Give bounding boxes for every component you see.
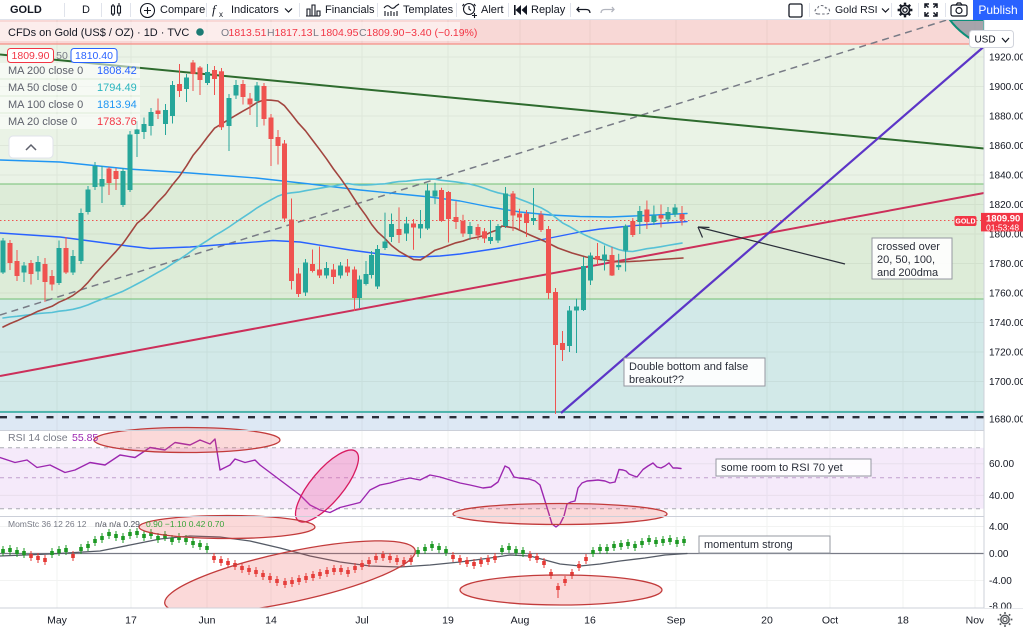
svg-text:55.85: 55.85 xyxy=(72,432,98,444)
svg-text:1808.42: 1808.42 xyxy=(97,65,137,77)
svg-text:Nov: Nov xyxy=(966,615,985,627)
svg-text:Aug: Aug xyxy=(511,615,530,627)
svg-text:50: 50 xyxy=(56,50,68,62)
svg-text:1813.51: 1813.51 xyxy=(229,27,267,39)
svg-text:1809.90: 1809.90 xyxy=(12,50,50,62)
svg-text:-4.00: -4.00 xyxy=(989,576,1012,587)
svg-text:MA 50 close 0: MA 50 close 0 xyxy=(8,82,77,94)
svg-text:H: H xyxy=(267,27,275,39)
svg-text:CFDs on Gold (US$ / OZ) · 1D ·: CFDs on Gold (US$ / OZ) · 1D · TVC xyxy=(8,27,189,39)
svg-text:−3.40 (−0.19%): −3.40 (−0.19%) xyxy=(405,27,477,39)
svg-text:GOLD: GOLD xyxy=(955,219,975,226)
svg-text:crossed over: crossed over xyxy=(877,241,940,253)
svg-text:1760.00: 1760.00 xyxy=(989,289,1023,300)
svg-text:C: C xyxy=(359,27,367,39)
svg-text:1804.95: 1804.95 xyxy=(321,27,359,39)
svg-text:O: O xyxy=(221,27,229,39)
svg-text:1840.00: 1840.00 xyxy=(989,171,1023,182)
svg-text:40.00: 40.00 xyxy=(989,491,1014,502)
svg-text:May: May xyxy=(47,615,68,627)
svg-text:19: 19 xyxy=(442,615,454,627)
svg-text:4.00: 4.00 xyxy=(989,522,1009,533)
svg-text:16: 16 xyxy=(584,615,596,627)
svg-text:1740.00: 1740.00 xyxy=(989,318,1023,329)
svg-text:1680.00: 1680.00 xyxy=(989,415,1023,426)
svg-text:1720.00: 1720.00 xyxy=(989,348,1023,359)
svg-text:L: L xyxy=(313,27,319,39)
svg-text:momentum strong: momentum strong xyxy=(704,539,793,551)
svg-text:1860.00: 1860.00 xyxy=(989,141,1023,152)
svg-text:MA 100 close 0: MA 100 close 0 xyxy=(8,99,83,111)
svg-text:1817.13: 1817.13 xyxy=(275,27,313,39)
svg-text:1820.00: 1820.00 xyxy=(989,200,1023,211)
svg-text:20, 50, 100,: 20, 50, 100, xyxy=(877,254,935,266)
svg-text:Jul: Jul xyxy=(355,615,368,627)
svg-text:1780.00: 1780.00 xyxy=(989,259,1023,270)
svg-text:60.00: 60.00 xyxy=(989,459,1014,470)
svg-text:Sep: Sep xyxy=(667,615,686,627)
svg-text:and 200dma: and 200dma xyxy=(877,267,939,279)
svg-text:1900.00: 1900.00 xyxy=(989,82,1023,93)
svg-text:1809.90: 1809.90 xyxy=(367,27,405,39)
svg-text:1813.94: 1813.94 xyxy=(97,99,137,111)
svg-text:1810.40: 1810.40 xyxy=(75,50,113,62)
svg-text:18: 18 xyxy=(897,615,909,627)
svg-text:MA 200 close 0: MA 200 close 0 xyxy=(8,65,83,77)
svg-text:1794.49: 1794.49 xyxy=(97,82,137,94)
svg-text:14: 14 xyxy=(265,615,277,627)
svg-text:1800.00: 1800.00 xyxy=(989,230,1023,241)
svg-text:Oct: Oct xyxy=(822,615,838,627)
svg-text:20: 20 xyxy=(761,615,773,627)
svg-text:f: f xyxy=(212,2,218,17)
svg-text:17: 17 xyxy=(125,615,137,627)
svg-text:0.00: 0.00 xyxy=(989,549,1009,560)
svg-text:x: x xyxy=(219,10,223,18)
svg-text:0.90 −1.10 0.42 0.70: 0.90 −1.10 0.42 0.70 xyxy=(146,519,224,529)
svg-text:1783.76: 1783.76 xyxy=(97,116,137,128)
svg-text:USD: USD xyxy=(974,35,995,46)
svg-text:MA 20 close 0: MA 20 close 0 xyxy=(8,116,77,128)
svg-text:Double bottom and false: Double bottom and false xyxy=(629,361,748,373)
svg-text:01:53:48: 01:53:48 xyxy=(986,222,1019,232)
svg-text:RSI 14 close: RSI 14 close xyxy=(8,432,68,444)
svg-text:some room to RSI 70 yet: some room to RSI 70 yet xyxy=(721,462,843,474)
svg-text:1880.00: 1880.00 xyxy=(989,112,1023,123)
svg-text:MomStc 36 12 26 12: MomStc 36 12 26 12 xyxy=(8,519,87,529)
svg-text:-8.00: -8.00 xyxy=(989,602,1012,613)
svg-text:1809.90: 1809.90 xyxy=(986,214,1020,225)
svg-text:n/a n/a 0.29: n/a n/a 0.29 xyxy=(95,519,140,529)
svg-text:Jun: Jun xyxy=(199,615,216,627)
svg-text:breakout??: breakout?? xyxy=(629,374,684,386)
svg-text:1700.00: 1700.00 xyxy=(989,377,1023,388)
svg-text:1920.00: 1920.00 xyxy=(989,53,1023,64)
